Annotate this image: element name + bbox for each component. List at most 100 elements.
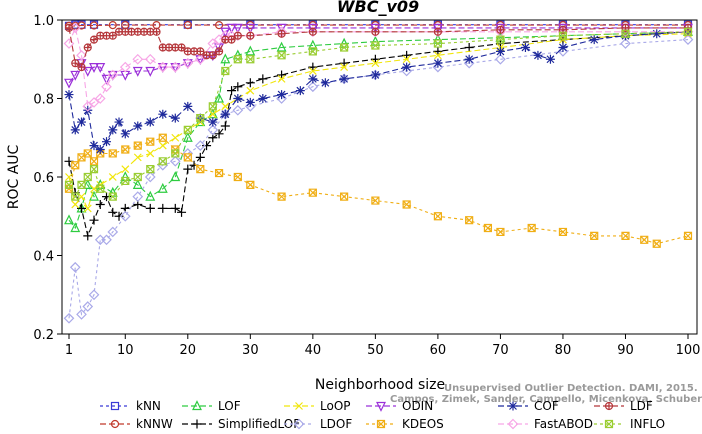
data-point xyxy=(133,141,142,150)
data-point xyxy=(308,27,317,36)
data-point xyxy=(527,223,536,233)
data-point xyxy=(183,47,192,56)
legend-swatch-marker xyxy=(110,419,120,429)
data-point xyxy=(169,155,181,167)
x-tick-label: 40 xyxy=(305,343,322,358)
data-point xyxy=(76,309,87,320)
data-point xyxy=(340,192,349,201)
data-point xyxy=(208,117,218,127)
series-line xyxy=(68,39,689,319)
data-point xyxy=(64,78,74,89)
data-point xyxy=(71,192,80,201)
legend-swatch-marker xyxy=(295,402,303,410)
data-point xyxy=(195,152,205,162)
data-point xyxy=(483,223,493,233)
legend-label: FastABOD xyxy=(534,417,593,431)
data-point xyxy=(83,231,93,241)
data-point xyxy=(433,58,443,68)
data-point xyxy=(340,63,349,72)
data-point xyxy=(83,43,92,52)
data-point xyxy=(245,23,256,34)
data-point xyxy=(76,49,87,61)
data-point xyxy=(196,114,205,123)
data-point xyxy=(339,58,349,68)
data-point xyxy=(164,43,174,52)
data-point xyxy=(258,94,268,103)
data-point xyxy=(277,192,286,201)
data-point xyxy=(308,47,317,56)
data-point xyxy=(371,59,380,68)
data-point xyxy=(158,133,167,142)
data-point xyxy=(169,61,181,73)
data-point xyxy=(196,47,205,56)
series-line xyxy=(68,137,689,245)
data-point xyxy=(89,157,99,166)
data-point xyxy=(233,94,243,103)
series-fastabod xyxy=(63,22,694,112)
data-point xyxy=(207,38,219,49)
data-point xyxy=(133,153,142,162)
data-point xyxy=(276,41,287,52)
data-point xyxy=(71,161,80,170)
data-point xyxy=(107,70,118,81)
data-point xyxy=(82,179,93,189)
data-point xyxy=(170,113,180,123)
x-tick-label: 20 xyxy=(180,343,197,358)
data-point xyxy=(133,172,142,182)
data-point xyxy=(158,141,167,150)
plot-frame xyxy=(61,19,698,335)
data-point xyxy=(277,90,287,100)
data-point xyxy=(88,97,100,108)
x-tick-label: 90 xyxy=(617,343,634,358)
data-point xyxy=(64,23,74,32)
data-point xyxy=(132,53,144,65)
data-point xyxy=(83,204,92,213)
data-point xyxy=(170,203,180,213)
data-point xyxy=(157,182,168,193)
data-point xyxy=(146,137,155,146)
data-point xyxy=(114,117,124,127)
data-point xyxy=(108,173,117,181)
data-point xyxy=(146,165,155,174)
data-point xyxy=(108,125,118,135)
data-point xyxy=(520,42,530,52)
y-tick-label: 0.4 xyxy=(33,250,54,265)
legend-label: KDEOS xyxy=(402,417,444,431)
data-point xyxy=(558,42,568,52)
data-point xyxy=(590,231,599,240)
data-point xyxy=(107,226,119,238)
data-point xyxy=(89,141,99,151)
data-point xyxy=(214,129,224,139)
data-point xyxy=(152,27,161,36)
data-point xyxy=(183,125,192,134)
legend-label: LOF xyxy=(218,399,241,413)
data-point xyxy=(402,62,412,72)
data-point xyxy=(77,180,86,189)
data-point xyxy=(171,149,180,158)
data-point xyxy=(308,67,317,75)
data-point xyxy=(464,54,474,64)
data-point xyxy=(170,63,181,73)
y-axis: 0.2 0.4 0.6 0.8 1.0 xyxy=(33,14,62,343)
data-point xyxy=(545,54,555,64)
data-point xyxy=(589,35,599,45)
data-point xyxy=(533,50,543,60)
x-tick-label: 1 xyxy=(65,343,73,358)
data-point xyxy=(108,207,118,217)
data-point xyxy=(214,21,224,30)
series-line xyxy=(68,26,688,108)
data-point xyxy=(295,86,305,96)
data-point xyxy=(495,53,506,65)
data-point xyxy=(95,145,105,155)
legend-item-knnw: kNNW xyxy=(100,417,173,431)
data-point xyxy=(208,110,217,119)
y-tick-label: 0.2 xyxy=(33,328,54,343)
legend-item-simplifiedlof: SimplifiedLOF xyxy=(182,417,300,431)
series-inflo xyxy=(64,27,693,201)
data-point xyxy=(308,74,318,84)
data-point xyxy=(339,74,349,84)
data-point xyxy=(177,207,187,217)
data-point xyxy=(107,69,119,81)
data-point xyxy=(277,29,286,38)
